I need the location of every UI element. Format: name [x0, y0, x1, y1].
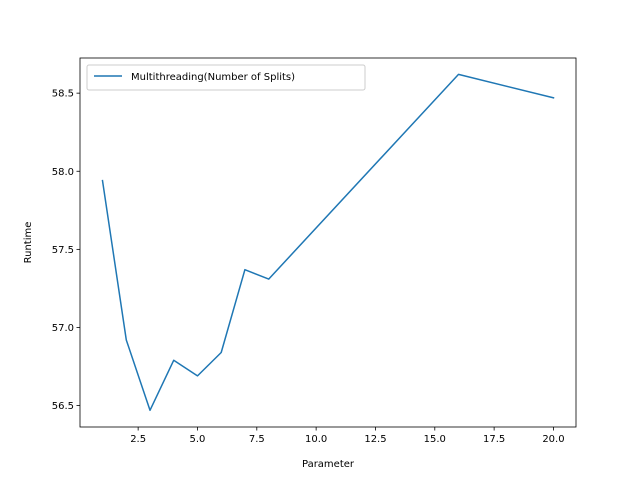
y-tick-label: 58.5 — [52, 89, 74, 100]
axes-layer — [79, 57, 577, 428]
y-tick-label: 57.0 — [52, 323, 74, 334]
x-tick-label: 20.0 — [542, 434, 564, 445]
x-tick-label: 17.5 — [483, 434, 505, 445]
x-tick-label: 10.0 — [305, 434, 327, 445]
x-axis-ticks: 2.5 5.0 7.5 10.0 12.5 15.0 17.5 20.0 — [130, 427, 565, 445]
y-tick-label: 58.0 — [52, 167, 74, 178]
legend-label: Multithreading(Number of Splits) — [131, 72, 295, 83]
plot-background — [80, 58, 576, 427]
x-tick-label: 15.0 — [424, 434, 446, 445]
plot-frame — [79, 57, 577, 428]
x-tick-label: 7.5 — [249, 434, 265, 445]
y-axis-ticks: 56.5 57.0 57.5 58.0 58.5 — [52, 89, 80, 412]
series-line — [101, 73, 555, 412]
legend-box — [86, 64, 366, 91]
y-axis-title: Runtime — [23, 222, 34, 264]
x-tick-label: 12.5 — [364, 434, 386, 445]
x-axis-title: Parameter — [302, 459, 355, 470]
x-tick-label: 2.5 — [130, 434, 146, 445]
y-tick-label: 57.5 — [52, 245, 74, 256]
y-tick-label: 56.5 — [52, 401, 74, 412]
legend: Multithreading(Number of Splits) — [86, 64, 366, 91]
x-tick-label: 5.0 — [190, 434, 206, 445]
series-layer — [101, 73, 555, 412]
